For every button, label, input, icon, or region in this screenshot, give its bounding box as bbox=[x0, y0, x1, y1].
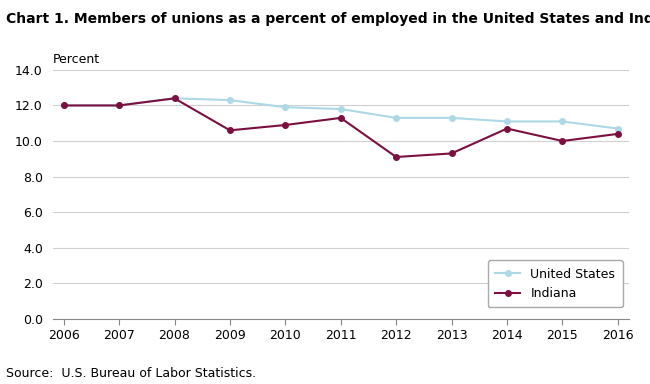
Indiana bbox=[614, 132, 621, 136]
Indiana bbox=[115, 103, 123, 108]
Indiana bbox=[281, 123, 289, 127]
United States bbox=[614, 126, 621, 131]
Indiana bbox=[448, 151, 456, 156]
United States bbox=[115, 103, 123, 108]
Text: Source:  U.S. Bureau of Labor Statistics.: Source: U.S. Bureau of Labor Statistics. bbox=[6, 367, 257, 380]
Text: Percent: Percent bbox=[53, 53, 99, 66]
Indiana bbox=[226, 128, 234, 132]
United States bbox=[503, 119, 511, 124]
Indiana bbox=[337, 116, 344, 120]
Line: Indiana: Indiana bbox=[61, 96, 621, 160]
United States bbox=[392, 116, 400, 120]
United States bbox=[226, 98, 234, 103]
Line: United States: United States bbox=[61, 96, 621, 131]
Text: Chart 1. Members of unions as a percent of employed in the United States and Ind: Chart 1. Members of unions as a percent … bbox=[6, 12, 650, 25]
Indiana bbox=[503, 126, 511, 131]
Indiana bbox=[60, 103, 68, 108]
United States bbox=[281, 105, 289, 109]
United States bbox=[170, 96, 178, 101]
United States bbox=[60, 103, 68, 108]
United States bbox=[337, 107, 344, 111]
Indiana bbox=[170, 96, 178, 101]
Indiana bbox=[392, 155, 400, 159]
United States bbox=[448, 116, 456, 120]
Legend: United States, Indiana: United States, Indiana bbox=[488, 260, 623, 308]
United States bbox=[558, 119, 566, 124]
Indiana bbox=[558, 139, 566, 143]
